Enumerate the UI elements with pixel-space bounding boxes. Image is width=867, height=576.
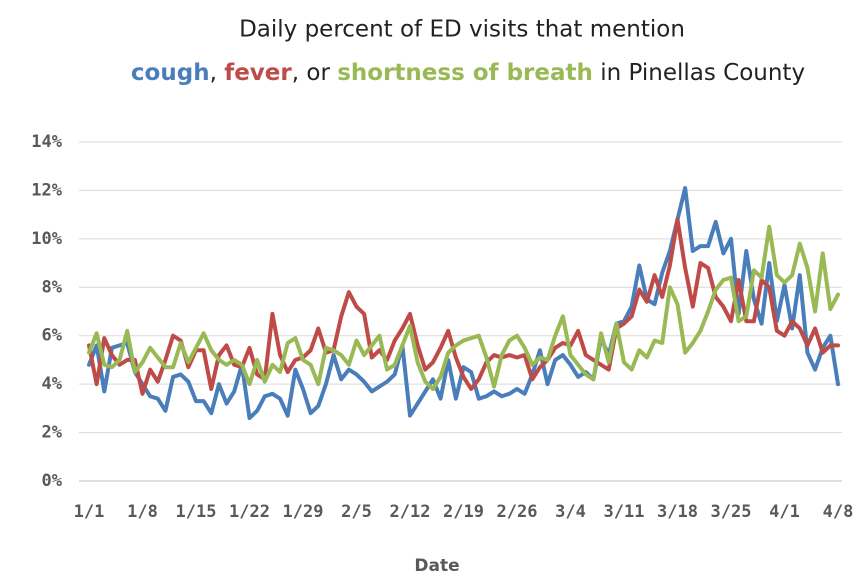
series-line: [87, 224, 840, 391]
subtitle-series: shortness of breath: [337, 60, 593, 86]
x-tick-label: 4/1: [769, 502, 800, 522]
x-tick-label: 1/8: [127, 502, 158, 522]
y-tick-label: 4%: [42, 374, 63, 394]
x-tick-label: 1/15: [176, 502, 217, 522]
y-tick-label: 2%: [42, 423, 63, 443]
y-tick-label: 10%: [31, 229, 62, 249]
subtitle-series: cough: [131, 60, 210, 86]
y-tick-label: 8%: [42, 277, 63, 297]
subtitle-text: , or: [292, 60, 337, 86]
chart-subtitle: cough, fever, or shortness of breath in …: [131, 60, 805, 86]
series-line: [87, 186, 840, 421]
subtitle-text: ,: [210, 60, 225, 86]
y-tick-label: 0%: [42, 471, 63, 491]
x-tick-label: 4/8: [823, 502, 854, 522]
x-tick-label: 3/18: [657, 502, 698, 522]
x-tick-label: 1/29: [283, 502, 324, 522]
x-axis-label: Date: [414, 556, 459, 576]
y-tick-label: 12%: [31, 180, 62, 200]
series-line: [87, 217, 840, 396]
y-tick-label: 6%: [42, 326, 63, 346]
x-tick-label: 3/11: [604, 502, 645, 522]
chart-title: Daily percent of ED visits that mention: [239, 17, 685, 43]
x-tick-label: 2/5: [341, 502, 372, 522]
x-tick-label: 3/25: [711, 502, 752, 522]
x-tick-label: 2/12: [390, 502, 431, 522]
subtitle-text: in Pinellas County: [593, 60, 805, 86]
x-tick-label: 1/1: [74, 502, 105, 522]
subtitle-series: fever: [224, 60, 292, 86]
y-tick-label: 14%: [31, 132, 62, 152]
x-tick-label: 2/26: [497, 502, 538, 522]
x-tick-label: 2/19: [443, 502, 484, 522]
x-tick-label: 1/22: [229, 502, 270, 522]
x-tick-label: 3/4: [555, 502, 586, 522]
